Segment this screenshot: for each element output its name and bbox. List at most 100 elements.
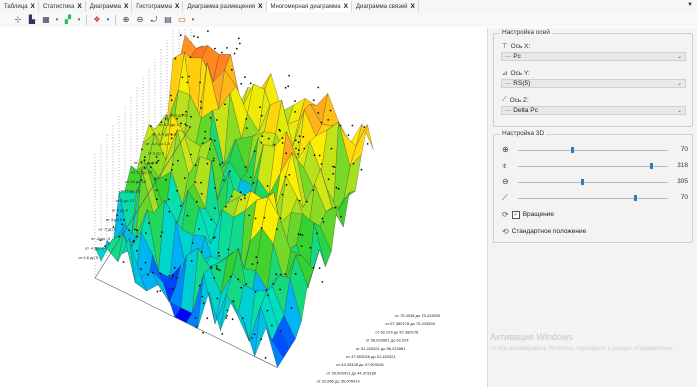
data-point <box>144 156 146 158</box>
data-point <box>168 211 170 213</box>
axis-icon[interactable]: ⊹ <box>12 14 24 25</box>
legend-icon[interactable]: ▤ <box>162 14 174 25</box>
rotate-icon[interactable]: ⤾ <box>148 14 160 25</box>
data-point <box>285 87 287 89</box>
axis-z-select[interactable]: ··· Delta Pc ⌄ <box>501 106 686 115</box>
x-tick-label: от 51,430321 до 56,222861 <box>356 346 406 351</box>
data-point <box>306 201 308 203</box>
data-point <box>148 222 150 224</box>
axis-y-select[interactable]: ··· RS(5) ⌄ <box>501 79 686 88</box>
data-point <box>338 188 340 190</box>
axis-x-select[interactable]: ··· Рс ⌄ <box>501 52 686 61</box>
data-point <box>251 337 253 339</box>
grid-icon[interactable]: ▦ <box>40 14 52 25</box>
y-tick-label: от -4 до -2 <box>85 245 105 250</box>
data-point <box>201 251 203 253</box>
data-point <box>201 193 203 195</box>
data-point <box>285 176 287 178</box>
data-point <box>310 247 312 249</box>
chart-type-icon[interactable]: ▙ <box>26 14 38 25</box>
data-point <box>257 262 259 264</box>
data-point <box>299 200 301 202</box>
chevron-down-icon[interactable]: ▾ <box>190 14 196 25</box>
chevron-down-icon[interactable]: ▾ <box>105 14 111 25</box>
y-tick-label: от 0 до 11 <box>170 112 189 117</box>
data-point <box>246 127 248 129</box>
data-point <box>141 149 143 151</box>
default-position-button[interactable]: ⟲ Стандартное положение <box>502 227 586 236</box>
data-point <box>192 242 194 244</box>
close-icon[interactable]: X <box>344 3 348 10</box>
close-icon[interactable]: X <box>77 3 81 10</box>
close-icon[interactable]: X <box>175 3 179 10</box>
slider-thumb[interactable] <box>650 163 653 169</box>
data-point <box>240 287 242 289</box>
zoom-in-icon[interactable]: ⊕ <box>120 14 132 25</box>
close-icon[interactable]: X <box>124 3 128 10</box>
chevron-down-icon: ⌄ <box>677 80 682 87</box>
tooltip-icon[interactable]: ▭ <box>176 14 188 25</box>
rotation-checkbox[interactable]: ✓ <box>512 211 520 219</box>
chevron-down-icon[interactable]: ▾ <box>54 14 60 25</box>
axis-z-icon: ⟋ <box>502 96 507 104</box>
close-icon[interactable]: X <box>258 3 262 10</box>
data-point <box>302 234 304 236</box>
slider-thumb[interactable] <box>634 195 637 201</box>
data-point <box>240 199 242 201</box>
data-point <box>279 289 281 291</box>
slider-track[interactable] <box>518 198 668 199</box>
slider-thumb[interactable] <box>581 179 584 185</box>
slider-thumb[interactable] <box>571 147 574 153</box>
tab-overflow-menu[interactable]: ▼ <box>687 2 693 8</box>
data-point <box>229 170 231 172</box>
data-point <box>160 235 162 237</box>
data-point <box>214 207 216 209</box>
axes-settings-group: Настройка осей ⊤ Ось X: ··· Рс ⌄ ⊿ Ось Y… <box>493 33 693 127</box>
close-icon[interactable]: X <box>31 3 35 10</box>
y-tick-label: от -8 до -4 <box>91 236 111 241</box>
data-point <box>240 83 242 85</box>
data-point <box>216 265 218 267</box>
data-point <box>364 126 366 128</box>
data-point <box>299 135 301 137</box>
data-point <box>286 184 288 186</box>
surface-color-icon[interactable]: ▞ <box>62 14 74 25</box>
data-point <box>190 154 192 156</box>
data-point <box>321 163 323 165</box>
data-point <box>331 148 333 150</box>
slider-value: 70 <box>681 194 688 201</box>
data-point <box>210 138 212 140</box>
chevron-down-icon[interactable]: ▾ <box>76 14 82 25</box>
data-point <box>301 245 303 247</box>
data-point <box>123 219 125 221</box>
rotation-toggle[interactable]: ⟳ ✓ Вращение <box>502 210 554 219</box>
zoom-out-icon[interactable]: ⊖ <box>134 14 146 25</box>
slider-track[interactable] <box>518 182 668 183</box>
data-point <box>255 256 257 258</box>
data-point <box>190 56 192 58</box>
data-point <box>195 317 197 319</box>
data-point <box>144 167 146 169</box>
slider-track[interactable] <box>518 166 668 167</box>
data-point <box>172 276 174 278</box>
data-point <box>240 191 242 193</box>
paint-icon[interactable]: ❖ <box>91 14 103 25</box>
reset-position-icon: ⟲ <box>502 227 509 236</box>
data-point <box>159 273 161 275</box>
data-point <box>267 310 269 312</box>
slider-track[interactable] <box>518 150 668 151</box>
data-point <box>171 169 173 171</box>
close-icon[interactable]: X <box>411 3 415 10</box>
data-point <box>116 214 118 216</box>
data-point <box>226 315 228 317</box>
data-point <box>180 205 182 207</box>
